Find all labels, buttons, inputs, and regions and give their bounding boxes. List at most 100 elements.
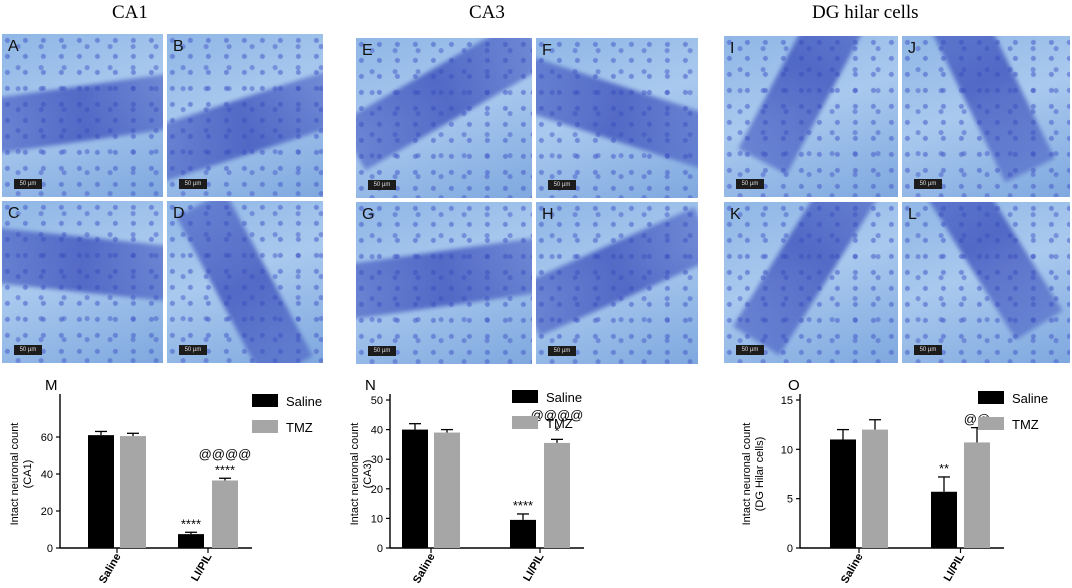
y-tick-label: 60 — [41, 432, 53, 444]
bar-saline-1 — [178, 534, 204, 548]
y-tick-label: 30 — [371, 454, 383, 466]
cell-layer-band — [737, 36, 885, 175]
cell-layer-band — [176, 201, 314, 363]
y-tick-label: 10 — [371, 513, 383, 525]
micrograph-l: L 50 µm — [902, 202, 1070, 363]
scale-bar: 50 µm — [14, 179, 42, 189]
panel-letter: K — [730, 206, 741, 223]
panel-letter: O — [788, 377, 800, 394]
y-tick-label: 20 — [41, 506, 53, 518]
cell-layer-band — [2, 72, 163, 155]
significance-label: @@@@ — [199, 446, 252, 461]
bar-tmz-0 — [862, 429, 888, 548]
bar-tmz-1 — [964, 442, 990, 548]
bar-tmz-0 — [120, 436, 146, 548]
x-category-label: LI/PIL — [942, 551, 968, 583]
x-category-label: LI/PIL — [189, 551, 215, 583]
significance-label: **** — [215, 462, 235, 477]
bar-saline-0 — [402, 429, 428, 548]
panel-letter: G — [362, 206, 375, 223]
cell-layer-band — [536, 206, 698, 337]
micrograph-k: K 50 µm — [724, 202, 898, 363]
micrograph-h: H 50 µm — [536, 202, 698, 364]
scale-bar: 50 µm — [736, 179, 764, 189]
cell-layer-band — [2, 226, 163, 302]
y-axis-label: Intact neuronal count(CA1) — [9, 423, 34, 526]
scale-bar: 50 µm — [914, 345, 942, 355]
y-tick-label: 0 — [377, 543, 383, 555]
panel-letter: F — [542, 42, 552, 59]
bar-saline-1 — [510, 519, 536, 548]
scale-bar: 50 µm — [179, 179, 207, 189]
scale-bar: 50 µm — [14, 345, 42, 355]
y-tick-label: 50 — [371, 395, 383, 407]
y-tick-label: 10 — [781, 444, 793, 456]
scale-bar: 50 µm — [548, 180, 576, 190]
scale-bar: 50 µm — [548, 346, 576, 356]
x-category-label: Saline — [97, 552, 124, 586]
panel-letter: D — [173, 205, 185, 222]
bar-saline-1 — [931, 491, 957, 548]
panel-letter: N — [365, 377, 376, 394]
bar-tmz-1 — [212, 480, 238, 548]
y-tick-label: 5 — [787, 494, 793, 506]
micrograph-b: B 50 µm — [167, 34, 323, 197]
legend-label: TMZ — [1012, 417, 1039, 432]
panel-letter: E — [362, 42, 373, 59]
bar-tmz-0 — [434, 432, 460, 548]
significance-label: ** — [939, 461, 949, 476]
micrograph-a: A 50 µm — [2, 34, 163, 197]
legend-label: TMZ — [286, 420, 313, 435]
bar-saline-0 — [830, 439, 856, 548]
micrograph-i: I 50 µm — [724, 36, 898, 197]
legend-label: Saline — [286, 394, 322, 409]
legend-swatch-saline — [252, 394, 278, 407]
micrograph-c: C 50 µm — [2, 201, 163, 363]
bar-chart-dg: O Intact neuronal count(DG Hilar cells) 0 5… — [741, 377, 1048, 586]
panel-letter: H — [542, 206, 554, 223]
y-tick-label: 15 — [781, 395, 793, 407]
section-title-ca3: CA3 — [469, 2, 505, 23]
x-category-label: Saline — [839, 552, 866, 586]
section-title-dg: DG hilar cells — [812, 2, 919, 23]
scale-bar: 50 µm — [368, 180, 396, 190]
bar-chart-ca1: M Intact neuronal count(CA1) 0 20 40 60 Saline… — [9, 377, 322, 586]
significance-label: * — [554, 423, 559, 438]
y-axis-label: Intact neuronal count(DG Hilar cells) — [741, 423, 766, 526]
bar-tmz-1 — [544, 442, 570, 548]
legend-swatch-tmz — [978, 417, 1004, 430]
panel-letter: B — [173, 38, 184, 55]
micrograph-e: E 50 µm — [356, 38, 532, 198]
panel-letter: C — [8, 205, 20, 222]
panel-letter: I — [730, 40, 735, 57]
bar-saline-0 — [88, 435, 114, 548]
cell-layer-band — [167, 71, 323, 183]
scale-bar: 50 µm — [368, 346, 396, 356]
scale-bar: 50 µm — [179, 345, 207, 355]
y-tick-label: 40 — [371, 425, 383, 437]
panel-letter: L — [908, 206, 917, 223]
cell-layer-band — [909, 202, 1063, 340]
y-tick-label: 0 — [47, 543, 53, 555]
x-category-label: Saline — [411, 552, 438, 586]
cell-layer-band — [732, 202, 890, 355]
y-tick-label: 20 — [371, 484, 383, 496]
y-tick-label: 40 — [41, 469, 53, 481]
y-tick-label: 0 — [787, 543, 793, 555]
significance-label: **** — [513, 498, 533, 513]
cell-layer-band — [356, 38, 532, 171]
significance-label: **** — [181, 516, 201, 531]
legend-label: Saline — [546, 390, 582, 405]
significance-label: @@@@ — [531, 407, 584, 422]
x-category-label: LI/PIL — [521, 551, 547, 583]
panel-letter: J — [908, 40, 916, 57]
legend-swatch-tmz — [512, 416, 538, 429]
scale-bar: 50 µm — [736, 345, 764, 355]
cell-layer-band — [917, 36, 1055, 183]
micrograph-f: F 50 µm — [536, 38, 698, 198]
legend-swatch-saline — [978, 391, 1004, 404]
section-title-ca1: CA1 — [112, 2, 148, 23]
micrograph-g: G 50 µm — [356, 202, 532, 364]
cell-layer-band — [356, 236, 532, 321]
legend-label: TMZ — [546, 416, 573, 431]
